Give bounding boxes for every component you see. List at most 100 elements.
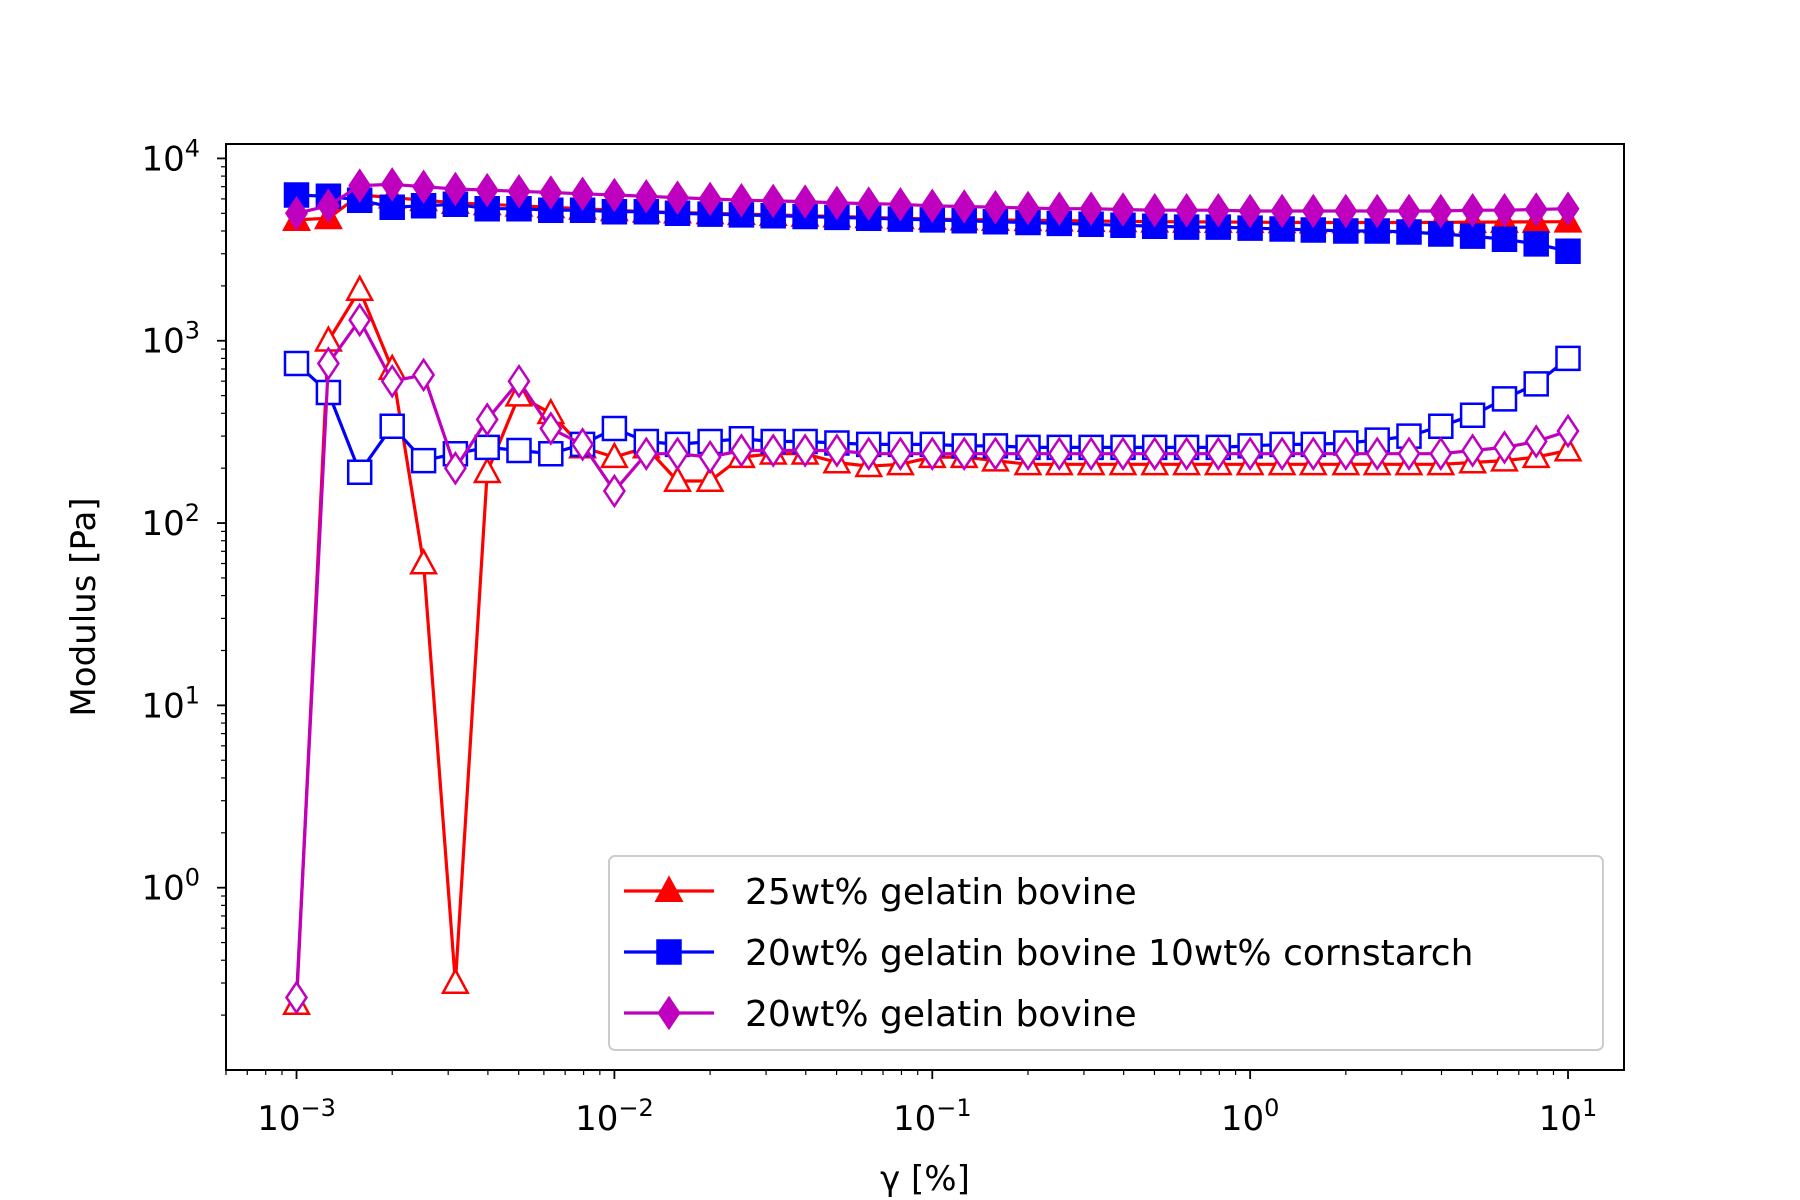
series-3-loss-point	[507, 363, 531, 399]
series-3-storage-point	[1524, 192, 1548, 227]
series-3-loss-point	[1079, 436, 1103, 471]
series-3-storage-point	[1079, 191, 1103, 226]
series-3-loss-point	[888, 436, 912, 471]
series-2-loss-point	[601, 415, 628, 442]
series-3-storage-point	[1206, 192, 1230, 228]
series-2-loss-point	[379, 413, 405, 439]
series-3-loss-point	[571, 427, 595, 462]
series-3-loss-point	[729, 433, 753, 468]
series-3-loss-point	[1143, 436, 1167, 471]
x-tick-label: 10−1	[893, 1094, 972, 1139]
x-tick-label: 10−3	[257, 1094, 336, 1139]
series-3-storage-point	[412, 169, 436, 204]
series-3-storage-point	[1270, 193, 1294, 229]
series-2-loss-point	[346, 459, 373, 485]
series-3-storage-point	[761, 183, 785, 219]
series-3-storage-point	[1461, 192, 1485, 228]
series-3-storage-point	[698, 181, 722, 217]
series-3-storage-point	[1556, 191, 1580, 226]
series-3-loss-point	[1238, 436, 1262, 471]
series-3-storage-point	[443, 171, 467, 207]
series-3-storage-point	[507, 174, 531, 209]
legend-marker	[654, 875, 684, 903]
series-2-loss-point	[538, 440, 564, 467]
series-3-loss-point	[380, 363, 404, 399]
legend-marker	[656, 939, 682, 965]
series-3-storage-point	[539, 175, 563, 210]
series-2-loss-point	[474, 434, 500, 461]
legend-marker	[657, 995, 681, 1031]
y-tick-label: 102	[141, 499, 200, 544]
series-1-loss-point	[599, 441, 629, 469]
series-3-loss-point	[412, 357, 436, 393]
series-3-loss-point	[348, 302, 372, 338]
series-3-loss-point	[1397, 436, 1421, 471]
series-3-loss-point	[602, 473, 626, 509]
x-tick-label: 100	[1221, 1094, 1280, 1139]
series-3-storage-point	[380, 167, 404, 202]
series-2-storage-point	[1523, 231, 1549, 257]
legend-label: 25wt% gelatin bovine	[745, 872, 1137, 913]
series-1-loss-point	[472, 456, 502, 484]
series-3-loss-point	[1111, 436, 1135, 471]
series-2-storage-point	[283, 182, 310, 208]
series-3-storage-point	[1175, 192, 1199, 228]
series-3-storage-point	[888, 187, 912, 222]
x-tick-label: 101	[1539, 1094, 1598, 1139]
series-3	[284, 167, 1580, 1015]
y-tick-label: 104	[141, 134, 200, 179]
x-axis-ticks: 10−3 10−2 10−1 100 101	[225, 1070, 1598, 1139]
series-3-loss-point	[1047, 436, 1071, 471]
series-3-loss-point	[952, 436, 976, 471]
series-3-storage-point	[793, 184, 817, 219]
series-3-loss-point	[1206, 436, 1230, 471]
series-2-loss-point	[1555, 345, 1581, 372]
series-3-loss-point	[475, 402, 499, 437]
series-2-storage-point	[1459, 223, 1486, 249]
series-3-storage-point	[825, 185, 849, 221]
series-3-loss-point	[698, 439, 722, 475]
series-3-storage-point	[316, 188, 340, 224]
series-3-storage-point	[284, 196, 309, 231]
series-2-loss-point	[506, 437, 532, 464]
y-tick-label: 100	[141, 864, 200, 909]
series-3-storage-point	[1301, 193, 1325, 229]
series-3-loss-point	[1175, 436, 1199, 471]
legend-label: 20wt% gelatin bovine	[745, 994, 1137, 1035]
plot-frame	[225, 143, 1625, 1071]
legend-label: 20wt% gelatin bovine 10wt% cornstarch	[745, 933, 1473, 974]
series-2-loss-point	[410, 447, 437, 474]
y-axis-ticks: 100 101 102 103 104	[141, 134, 226, 1016]
series-3-loss-point	[665, 436, 690, 471]
series-3-storage-point	[729, 182, 753, 218]
series-3-loss-point	[1334, 436, 1358, 471]
legend-box	[608, 855, 1604, 1051]
y-axis-label: Modulus [Pa]	[64, 497, 104, 716]
plot-area	[282, 167, 1583, 1016]
series-3-loss-point	[1301, 436, 1325, 471]
series-3-loss-point	[1429, 436, 1453, 471]
x-axis-label: γ [%]	[880, 1159, 970, 1199]
series-3-loss-point	[634, 436, 658, 471]
series-2-storage-point	[1491, 226, 1518, 253]
series-3-loss-point	[284, 980, 309, 1015]
y-tick-label: 101	[141, 681, 200, 726]
series-3-loss-point	[983, 436, 1007, 471]
series-1-loss-point	[345, 274, 375, 301]
series-1-loss-point	[663, 465, 693, 493]
series-3-storage-point	[920, 188, 944, 224]
legend: 25wt% gelatin bovine 20wt% gelatin bovine…	[608, 855, 1604, 1051]
series-3-storage-point	[983, 189, 1007, 225]
series-2-loss-point	[1523, 371, 1549, 397]
series-2-storage-point	[1555, 238, 1581, 264]
series-1-loss-point	[409, 547, 438, 575]
axes: 10−3 10−2 10−1 100 101 100 101 102 103 104	[141, 134, 1597, 1139]
series-3-storage-point	[1492, 192, 1517, 228]
series-3-storage-point	[571, 176, 595, 212]
series-3-storage-point	[1238, 193, 1262, 229]
series-3-storage-point	[602, 177, 626, 213]
series-3-loss-point	[1270, 436, 1294, 471]
y-tick-label: 103	[141, 317, 200, 362]
series-3-storage-point	[1016, 190, 1040, 226]
